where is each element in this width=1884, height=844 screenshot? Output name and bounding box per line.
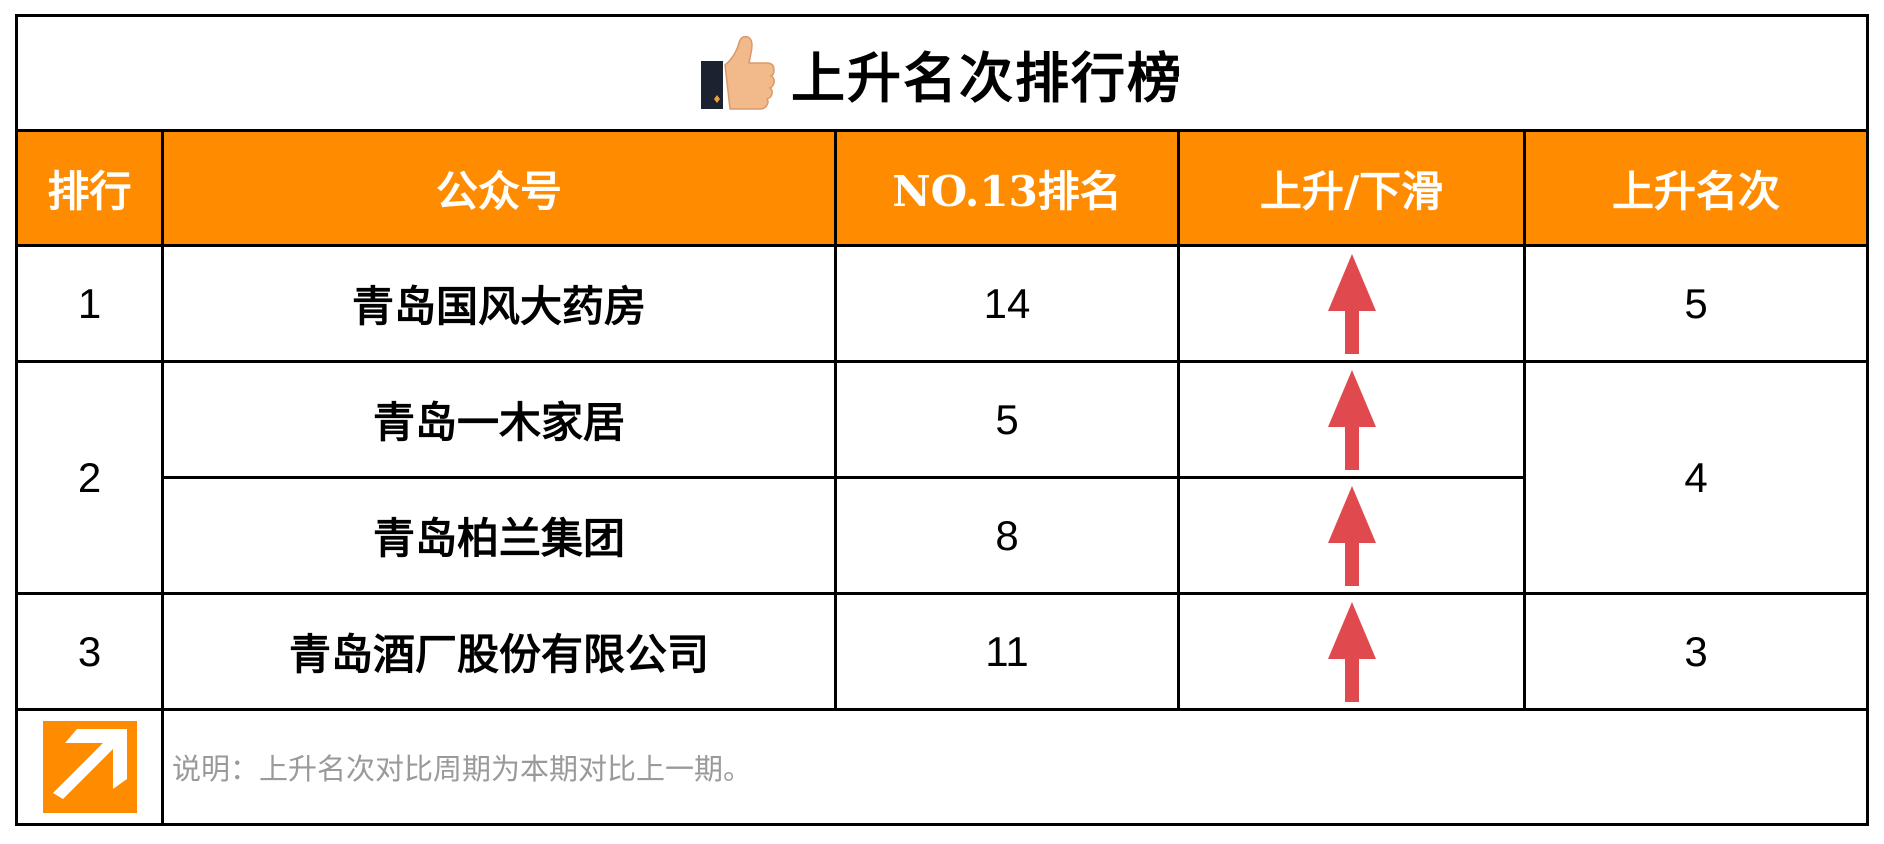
title-cell: 上升名次排行榜 bbox=[15, 14, 1869, 132]
footer-note: 说明：上升名次对比周期为本期对比上一期。 bbox=[161, 708, 1869, 826]
account-name: 青岛酒厂股份有限公司 bbox=[161, 592, 837, 711]
column-header-account: 公众号 bbox=[161, 129, 837, 247]
ranking-table: 上升名次排行榜 排行 公众号 NO.13排名 上升/下滑 上升名次 1 青岛国风… bbox=[15, 14, 1869, 826]
table-row: 2 青岛一木家居 5 4 bbox=[15, 360, 1869, 595]
no13-rank-cell: 5 bbox=[834, 360, 1180, 479]
table-row: 3 青岛酒厂股份有限公司 11 3 bbox=[15, 592, 1869, 711]
rise-cell: 3 bbox=[1523, 592, 1869, 711]
column-header-no13-rank: NO.13排名 bbox=[834, 129, 1180, 247]
rank-cell: 3 bbox=[15, 592, 164, 711]
arrow-up-icon bbox=[1327, 369, 1376, 470]
column-header-trend: 上升/下滑 bbox=[1177, 129, 1526, 247]
rise-cell: 4 bbox=[1523, 360, 1869, 595]
arrow-up-icon bbox=[1327, 601, 1376, 702]
table-row: 青岛柏兰集团 8 bbox=[17, 476, 1868, 595]
arrow-up-icon bbox=[1327, 253, 1376, 354]
footer-icon-cell bbox=[15, 708, 164, 826]
thumbs-up-icon bbox=[701, 35, 775, 110]
page-title: 上升名次排行榜 bbox=[791, 45, 1183, 110]
rank-cell: 1 bbox=[15, 244, 164, 363]
column-header-rise: 上升名次 bbox=[1523, 129, 1869, 247]
rank-cell: 2 bbox=[15, 360, 164, 595]
table-row: 1 青岛国风大药房 14 5 bbox=[15, 244, 1869, 363]
account-name: 青岛一木家居 bbox=[161, 360, 837, 479]
trend-cell bbox=[1177, 476, 1526, 595]
trend-cell bbox=[1177, 244, 1526, 363]
account-name: 青岛国风大药房 bbox=[161, 244, 837, 363]
trend-cell bbox=[1177, 592, 1526, 711]
arrow-up-icon bbox=[1327, 485, 1376, 586]
trend-cell bbox=[1177, 360, 1526, 479]
account-name: 青岛柏兰集团 bbox=[161, 476, 837, 595]
rise-cell: 5 bbox=[1523, 244, 1869, 363]
no13-rank-cell: 11 bbox=[834, 592, 1180, 711]
column-header-rank: 排行 bbox=[15, 129, 164, 247]
no13-rank-cell: 14 bbox=[834, 244, 1180, 363]
no13-rank-cell: 8 bbox=[834, 476, 1180, 595]
arrow-up-right-icon bbox=[42, 721, 137, 813]
